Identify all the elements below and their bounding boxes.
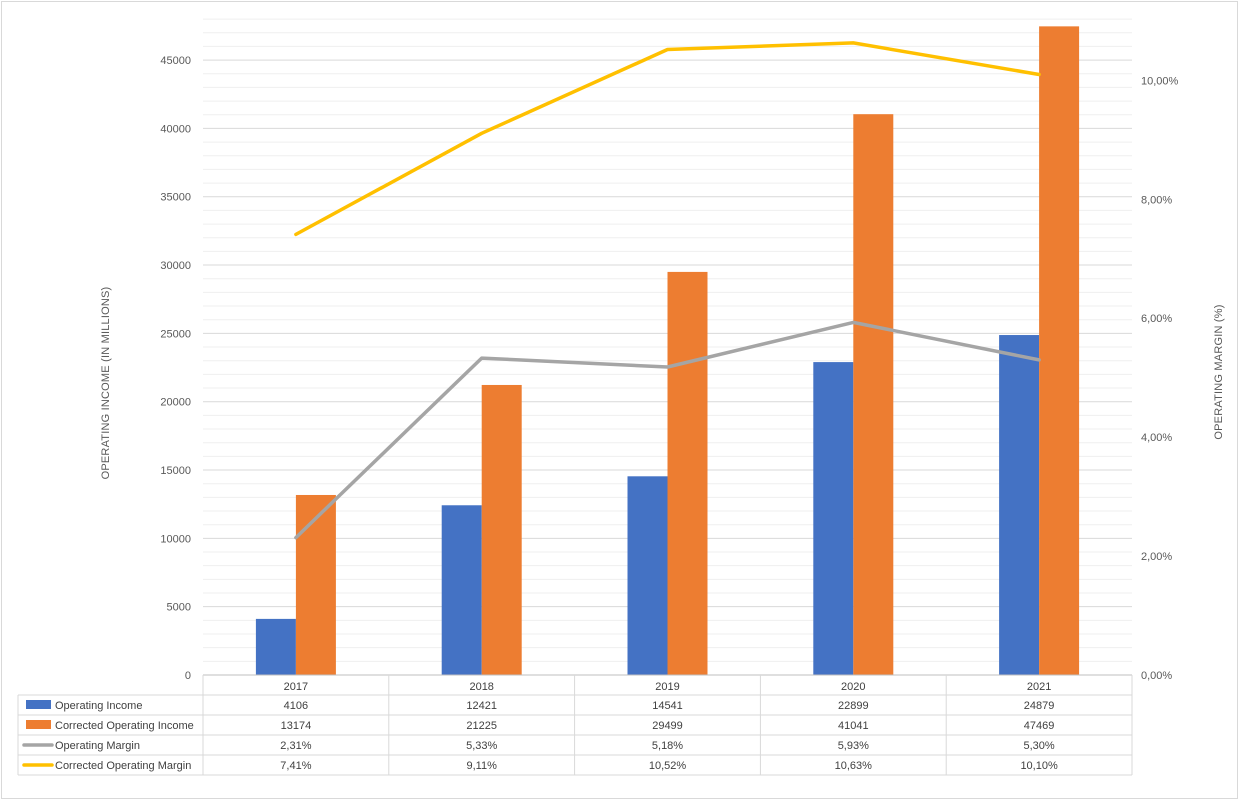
y-tick-label-left: 40000 bbox=[160, 123, 191, 135]
bar-corrected-operating-income bbox=[295, 494, 336, 675]
table-cell-value: 10,63% bbox=[835, 760, 873, 772]
table-cell-value: 7,41% bbox=[280, 760, 311, 772]
table-cell-value: 13174 bbox=[281, 720, 312, 732]
y-tick-label-left: 5000 bbox=[167, 602, 191, 614]
y-tick-label-right: 4,00% bbox=[1141, 432, 1172, 444]
table-cell-value: 5,93% bbox=[838, 740, 869, 752]
legend-label: Corrected Operating Income bbox=[55, 720, 194, 732]
y-axis-title-right: OPERATING MARGIN (%) bbox=[1213, 304, 1225, 439]
x-tick-label: 2020 bbox=[841, 681, 865, 693]
y-tick-label-left: 35000 bbox=[160, 192, 191, 204]
y-tick-label-left: 20000 bbox=[160, 397, 191, 409]
legend-swatch bbox=[26, 720, 51, 729]
y-axis-title-left: OPERATING INCOME (IN MILLIONS) bbox=[100, 287, 112, 480]
table-cell-value: 10,10% bbox=[1020, 760, 1058, 772]
table-cell-value: 2,31% bbox=[280, 740, 311, 752]
legend-label: Operating Income bbox=[55, 700, 142, 712]
bar-corrected-operating-income bbox=[853, 114, 894, 676]
legend-swatch bbox=[26, 700, 51, 709]
table-cell-value: 4106 bbox=[284, 700, 308, 712]
x-tick-label: 2021 bbox=[1027, 681, 1051, 693]
y-tick-label-left: 30000 bbox=[160, 260, 191, 272]
table-cell-value: 9,11% bbox=[467, 760, 498, 772]
table-cell-value: 5,18% bbox=[652, 740, 683, 752]
table-cell-value: 47469 bbox=[1024, 720, 1055, 732]
table-cell-value: 41041 bbox=[838, 720, 869, 732]
table-cell-value: 12421 bbox=[466, 700, 497, 712]
table-cell-value: 10,52% bbox=[649, 760, 687, 772]
y-tick-label-right: 2,00% bbox=[1141, 551, 1172, 563]
y-tick-label-left: 45000 bbox=[160, 55, 191, 67]
bar-operating-income bbox=[441, 505, 482, 675]
x-tick-label: 2019 bbox=[655, 681, 679, 693]
table-cell-value: 24879 bbox=[1024, 700, 1055, 712]
bar-operating-income bbox=[813, 362, 854, 675]
y-tick-label-right: 10,00% bbox=[1141, 75, 1179, 87]
y-tick-label-right: 0,00% bbox=[1141, 670, 1172, 682]
bar-corrected-operating-income bbox=[1039, 26, 1080, 675]
x-tick-label: 2017 bbox=[284, 681, 308, 693]
y-tick-label-left: 15000 bbox=[160, 465, 191, 477]
table-cell-value: 22899 bbox=[838, 700, 869, 712]
y-tick-label-left: 25000 bbox=[160, 328, 191, 340]
legend-label: Operating Margin bbox=[55, 740, 140, 752]
bar-corrected-operating-income bbox=[667, 271, 708, 675]
table-cell-value: 29499 bbox=[652, 720, 683, 732]
y-tick-label-left: 0 bbox=[185, 670, 191, 682]
y-tick-label-right: 8,00% bbox=[1141, 194, 1172, 206]
bar-operating-income bbox=[999, 335, 1040, 675]
x-tick-label: 2018 bbox=[469, 681, 493, 693]
line-corrected-operating-margin bbox=[294, 41, 1041, 237]
table-cell-value: 21225 bbox=[466, 720, 497, 732]
bar-corrected-operating-income bbox=[481, 384, 522, 675]
table-cell-value: 14541 bbox=[652, 700, 683, 712]
line-operating-margin bbox=[294, 320, 1041, 540]
bar-operating-income bbox=[627, 476, 668, 675]
table-cell-value: 5,33% bbox=[466, 740, 497, 752]
legend-label: Corrected Operating Margin bbox=[55, 760, 191, 772]
y-tick-label-left: 10000 bbox=[160, 533, 191, 545]
table-cell-value: 5,30% bbox=[1023, 740, 1054, 752]
y-tick-label-right: 6,00% bbox=[1141, 313, 1172, 325]
bar-operating-income bbox=[255, 618, 296, 675]
